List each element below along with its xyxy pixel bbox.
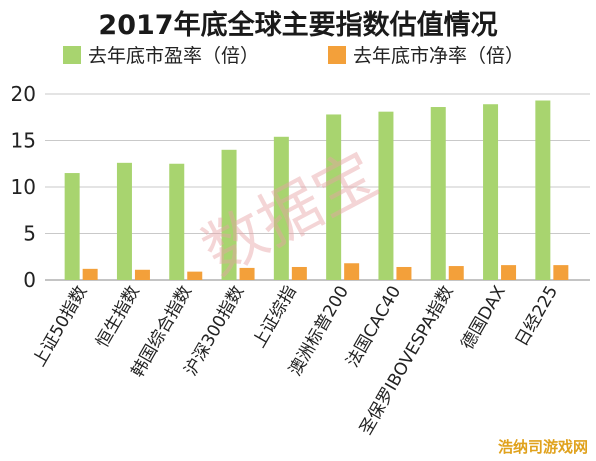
bar-pb (187, 271, 203, 280)
x-category-label: 恒生指数 (92, 283, 143, 352)
legend-swatch-pe (63, 46, 81, 64)
legend-label-pb: 去年底市净率（倍） (353, 45, 524, 67)
x-category-label: 圣保罗IBOVESPA指数 (356, 283, 458, 439)
bar-pb (553, 265, 569, 280)
x-category-label: 德国DAX (458, 282, 511, 353)
bar-pe (116, 162, 132, 280)
bar-pe (326, 114, 342, 281)
bar-pb (82, 268, 98, 280)
watermark: 数据宝 (191, 137, 390, 289)
chart-title: 2017年底全球主要指数估值情况 (98, 9, 497, 41)
bar-pb (344, 263, 360, 280)
bars (64, 100, 569, 281)
bar-pe (273, 136, 289, 280)
bar-pe (483, 104, 499, 280)
y-tick-label: 10 (11, 175, 36, 199)
bar-pe (535, 100, 551, 280)
y-axis-ticks: 0 5 10 15 20 (11, 82, 36, 292)
x-category-label: 日经225 (512, 283, 563, 351)
bar-pe (378, 111, 394, 280)
y-tick-label: 15 (11, 129, 36, 153)
bar-pb (448, 266, 464, 280)
bar-pb (134, 269, 150, 280)
x-category-label: 上证50指数 (29, 283, 91, 371)
bar-pb (501, 265, 517, 280)
y-tick-label: 5 (23, 222, 36, 246)
bar-pe (430, 107, 446, 281)
bar-pe (221, 149, 237, 280)
corner-watermark: 浩纳司游戏网 (498, 438, 588, 456)
legend: 去年底市盈率（倍） 去年底市净率（倍） (63, 45, 524, 67)
legend-swatch-pb (328, 46, 346, 64)
x-category-label: 上证综指 (249, 283, 300, 352)
bar-pe (169, 163, 185, 280)
bar-pe (64, 173, 80, 280)
bar-pb (291, 266, 307, 280)
y-tick-label: 20 (11, 82, 36, 106)
bar-pb (396, 266, 412, 280)
legend-label-pe: 去年底市盈率（倍） (88, 45, 259, 67)
y-tick-label: 0 (23, 268, 36, 292)
bar-pb (239, 267, 255, 280)
